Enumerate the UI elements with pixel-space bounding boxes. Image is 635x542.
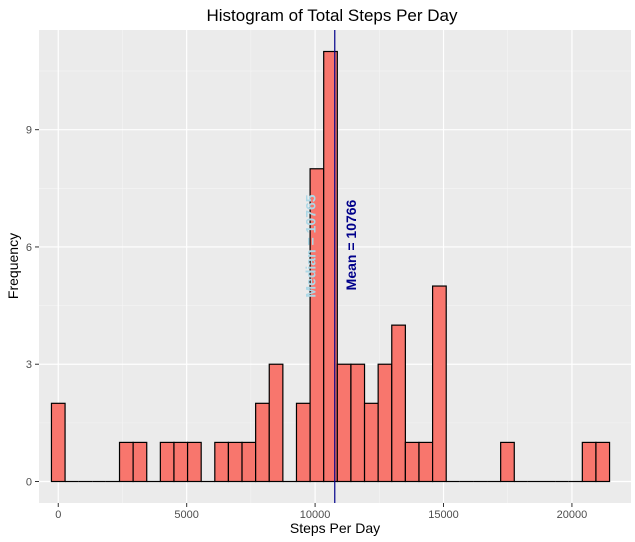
x-tick-label: 15000	[428, 509, 459, 521]
y-axis: 0 3 6 9	[26, 125, 39, 489]
histogram-bar	[50, 402, 66, 483]
histogram-bar	[404, 441, 420, 483]
annotations: Median = 10765 Mean = 10766	[303, 30, 359, 503]
histogram-bar	[418, 441, 434, 483]
histogram-bar	[268, 363, 284, 483]
histogram-bar	[431, 285, 447, 483]
x-axis: 0 5000 10000 15000 20000	[55, 503, 587, 521]
histogram-bar	[132, 441, 148, 483]
histogram-bar	[186, 441, 202, 483]
histogram-bar	[336, 363, 352, 483]
x-tick-label: 0	[55, 509, 61, 521]
histogram-bar	[377, 363, 393, 483]
x-tick-label: 10000	[300, 509, 331, 521]
x-axis-title: Steps Per Day	[290, 520, 380, 536]
y-tick-label: 9	[26, 125, 32, 137]
bars	[50, 50, 611, 483]
histogram-bar	[227, 441, 243, 483]
histogram-bar	[255, 402, 270, 483]
histogram-bar	[173, 441, 189, 483]
histogram-bar	[350, 363, 366, 483]
histogram-bar	[363, 402, 379, 483]
histogram-bar	[214, 441, 230, 483]
histogram-bar	[323, 50, 338, 483]
chart-title: Histogram of Total Steps Per Day	[206, 6, 458, 25]
median-label: Median = 10765	[303, 194, 319, 297]
y-tick-label: 0	[26, 477, 32, 489]
y-tick-label: 3	[26, 359, 32, 371]
y-tick-label: 6	[26, 242, 32, 254]
histogram-bar	[241, 441, 257, 483]
histogram-bar	[500, 441, 515, 483]
x-tick-label: 5000	[174, 509, 198, 521]
histogram-bar	[159, 441, 175, 483]
histogram-bar	[595, 441, 611, 483]
histogram-bar	[295, 402, 311, 483]
y-axis-title: Frequency	[5, 233, 21, 299]
x-tick-label: 20000	[557, 509, 588, 521]
mean-label: Mean = 10766	[343, 199, 359, 290]
histogram-bar	[581, 441, 597, 483]
histogram-bar	[391, 324, 406, 483]
histogram-bar	[118, 441, 134, 483]
